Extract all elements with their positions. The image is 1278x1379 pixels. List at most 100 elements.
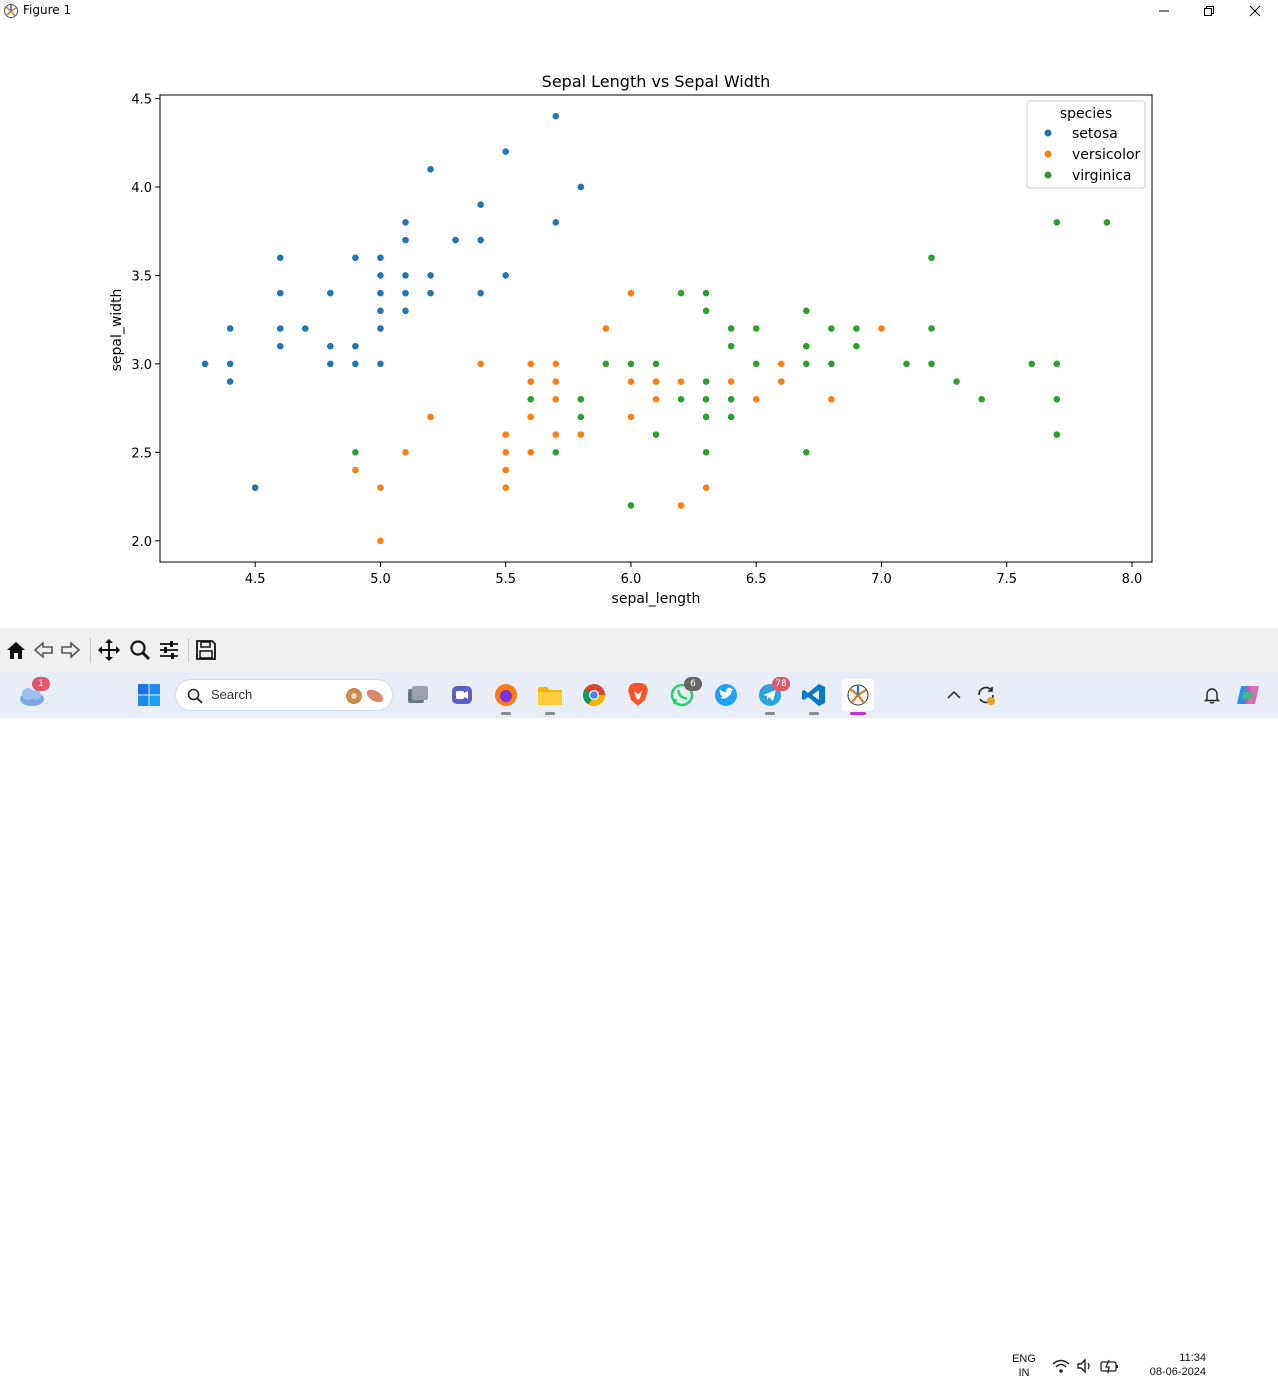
start-button[interactable] xyxy=(133,679,165,711)
point-setosa xyxy=(551,112,560,121)
x-axis-label: sepal_length xyxy=(612,591,701,607)
legend: species setosa versicolor virginica xyxy=(1026,100,1146,189)
sync-status-button[interactable] xyxy=(970,679,1002,711)
notifications-button[interactable] xyxy=(1196,679,1228,711)
input-language-button[interactable]: ENG IN xyxy=(1005,1353,1043,1379)
point-virginica xyxy=(802,359,811,368)
save-button[interactable] xyxy=(194,638,218,662)
point-setosa xyxy=(501,271,510,280)
copilot-button[interactable] xyxy=(1232,679,1264,711)
point-versicolor xyxy=(526,359,535,368)
point-setosa xyxy=(501,147,510,156)
point-virginica xyxy=(652,359,660,368)
point-virginica xyxy=(702,377,711,386)
running-indicator xyxy=(545,712,555,715)
brave-button[interactable] xyxy=(622,679,654,711)
x-tick-label: 7.0 xyxy=(871,572,892,587)
point-virginica xyxy=(927,253,936,262)
x-tick-label: 6.5 xyxy=(746,572,767,587)
point-versicolor xyxy=(627,377,635,386)
figure-canvas[interactable]: Sepal Length vs Sepal Width 4.5 5.0 5.5 6.0… xyxy=(0,22,1278,628)
point-virginica xyxy=(802,306,811,315)
x-tick-label: 4.5 xyxy=(245,572,266,587)
whatsapp-icon xyxy=(670,683,694,707)
notification-badge: 6 xyxy=(684,677,702,691)
point-virginica xyxy=(727,395,736,404)
point-setosa xyxy=(376,289,385,298)
minimize-button[interactable] xyxy=(1141,0,1187,22)
point-versicolor xyxy=(376,483,385,492)
x-tick-label: 5.0 xyxy=(370,572,391,587)
point-setosa xyxy=(576,183,585,191)
clock-button[interactable]: 11:34 08-06-2024 xyxy=(1130,1352,1206,1378)
point-setosa xyxy=(226,377,235,386)
point-virginica xyxy=(727,342,736,351)
point-virginica xyxy=(827,324,836,333)
restore-icon xyxy=(1204,6,1214,16)
point-versicolor xyxy=(652,377,660,386)
point-setosa xyxy=(476,289,485,298)
telegram-button[interactable]: 78 xyxy=(754,677,790,715)
point-setosa xyxy=(376,324,385,333)
close-button[interactable] xyxy=(1232,0,1278,22)
chart-title: Sepal Length vs Sepal Width xyxy=(542,72,771,91)
navigation-toolbar xyxy=(0,628,1278,672)
whatsapp-button[interactable]: 6 xyxy=(666,677,702,711)
chrome-icon xyxy=(583,684,605,706)
folder-icon xyxy=(538,687,562,705)
python-figure-button[interactable] xyxy=(842,679,874,715)
copilot-icon xyxy=(1237,686,1259,704)
battery-icon xyxy=(1100,1359,1118,1374)
point-virginica xyxy=(702,413,711,421)
show-hidden-icons-button[interactable] xyxy=(938,679,970,711)
point-setosa xyxy=(376,359,385,368)
forward-button[interactable] xyxy=(58,638,82,662)
configure-subplots-button[interactable] xyxy=(157,638,181,662)
point-virginica xyxy=(727,413,736,421)
plot-area xyxy=(159,94,1153,563)
running-indicator xyxy=(809,712,819,715)
point-setosa xyxy=(401,271,410,280)
window-titlebar: Figure 1 xyxy=(0,0,1278,22)
y-axis: 2.0 2.5 3.0 3.5 4.0 4.5 xyxy=(131,93,160,550)
point-versicolor xyxy=(351,466,360,474)
back-button[interactable] xyxy=(32,638,56,662)
video-call-icon xyxy=(452,686,472,704)
point-versicolor xyxy=(877,324,886,333)
point-setosa xyxy=(326,342,335,351)
point-versicolor xyxy=(426,413,435,421)
point-versicolor xyxy=(501,448,510,457)
point-virginica xyxy=(702,448,711,457)
weather-widget[interactable]: 1 xyxy=(16,677,50,711)
twitter-button[interactable] xyxy=(710,679,742,711)
firefox-button[interactable] xyxy=(490,679,522,715)
task-view-button[interactable] xyxy=(402,679,434,711)
pan-button[interactable] xyxy=(97,638,121,662)
point-versicolor xyxy=(576,430,585,439)
legend-box xyxy=(1026,100,1146,189)
quick-settings-button[interactable] xyxy=(1050,1356,1122,1378)
point-setosa xyxy=(476,236,485,244)
point-setosa xyxy=(276,324,285,333)
zoom-button[interactable] xyxy=(128,638,152,662)
point-virginica xyxy=(677,395,685,404)
toolbar-separator xyxy=(90,638,91,662)
matplotlib-icon xyxy=(847,684,869,706)
y-tick-label: 3.0 xyxy=(131,358,152,373)
y-tick-label: 4.5 xyxy=(131,93,152,108)
chrome-button[interactable] xyxy=(578,679,610,711)
point-virginica xyxy=(752,359,761,368)
taskbar-search[interactable]: Search xyxy=(175,679,393,711)
point-virginica xyxy=(351,448,360,457)
teams-meet-button[interactable] xyxy=(446,679,478,711)
point-virginica xyxy=(1052,395,1061,404)
point-versicolor xyxy=(501,483,510,492)
minimize-icon xyxy=(1159,10,1169,12)
vscode-button[interactable] xyxy=(798,679,830,715)
point-versicolor xyxy=(702,483,711,492)
maximize-button[interactable] xyxy=(1186,0,1232,22)
active-indicator xyxy=(850,712,866,715)
legend-title: species xyxy=(1060,106,1112,122)
file-explorer-button[interactable] xyxy=(534,679,566,715)
home-button[interactable] xyxy=(4,638,28,662)
